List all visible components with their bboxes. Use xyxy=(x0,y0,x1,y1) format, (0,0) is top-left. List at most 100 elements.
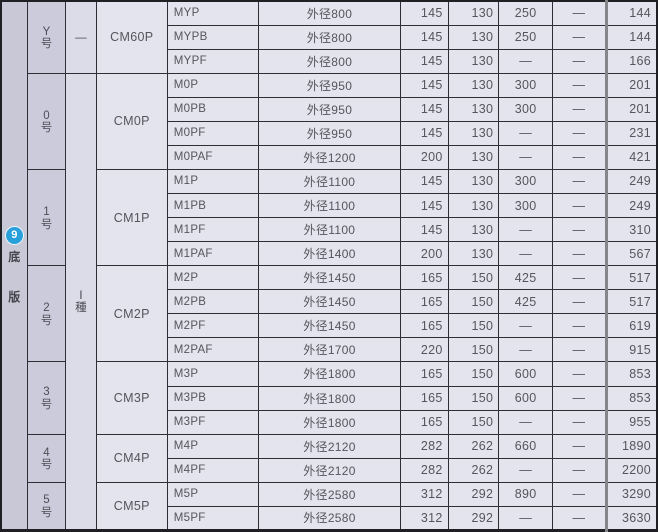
value-cell: 2200 xyxy=(604,457,658,483)
value-cell: 853 xyxy=(604,385,658,411)
table-row: M3PF 外径1800 165 150 — — 955 xyxy=(1,409,658,435)
code-cell: M1P xyxy=(166,168,260,195)
code-cell: M4PF xyxy=(166,457,260,483)
value-cell: 145 xyxy=(399,168,449,195)
value-cell: 165 xyxy=(399,289,449,315)
code-cell: M2P xyxy=(166,265,260,291)
code-cell: M1PF xyxy=(166,217,260,243)
dimension-cell: 外径1100 xyxy=(258,217,401,243)
value-cell: 165 xyxy=(399,409,449,435)
code-cell: M5P xyxy=(166,481,260,507)
value-cell: 145 xyxy=(399,192,449,219)
table-row: M3PB 外径1800 165 150 600 — 853 xyxy=(1,385,658,411)
value-cell: 165 xyxy=(399,361,449,387)
dimension-cell: 外径1100 xyxy=(258,192,401,219)
value-cell: — xyxy=(552,144,607,170)
code-cell: M0PAF xyxy=(166,144,260,170)
value-cell: — xyxy=(498,409,553,435)
value-cell: 165 xyxy=(399,385,449,411)
table-row: M1PB 外径1100 145 130 300 — 249 xyxy=(1,192,658,219)
value-cell: 145 xyxy=(399,96,449,122)
code-cell: M0P xyxy=(166,72,260,98)
table-row: MYPB 外径800 145 130 250 — 144 xyxy=(1,24,658,50)
value-cell: 282 xyxy=(399,457,449,483)
value-cell: 144 xyxy=(604,24,658,50)
dimension-cell: 外径800 xyxy=(258,24,401,50)
value-cell: 145 xyxy=(399,48,449,74)
value-cell: 130 xyxy=(447,168,500,195)
value-cell: 150 xyxy=(447,313,500,339)
value-cell: — xyxy=(498,120,553,146)
value-cell: 130 xyxy=(447,72,500,98)
value-cell: — xyxy=(552,409,607,435)
value-cell: 150 xyxy=(447,265,500,291)
value-cell: 200 xyxy=(399,144,449,170)
value-cell: 955 xyxy=(604,409,658,435)
value-cell: 300 xyxy=(498,96,553,122)
model-cell: CM4P xyxy=(95,433,168,483)
value-cell: 421 xyxy=(604,144,658,170)
value-cell: — xyxy=(498,241,553,267)
dimension-cell: 外径2580 xyxy=(258,505,401,532)
value-cell: 425 xyxy=(498,289,553,315)
code-cell: MYPB xyxy=(166,24,260,50)
value-cell: 200 xyxy=(399,241,449,267)
value-cell: — xyxy=(552,505,607,532)
model-cell: CM1P xyxy=(95,168,168,267)
table-row: MYPF 外径800 145 130 — — 166 xyxy=(1,48,658,74)
value-cell: 166 xyxy=(604,48,658,74)
dimension-cell: 外径1800 xyxy=(258,361,401,387)
grade-cell: — xyxy=(65,0,97,74)
value-cell: — xyxy=(552,217,607,243)
value-cell: — xyxy=(498,505,553,532)
value-cell: — xyxy=(552,24,607,50)
value-cell: 282 xyxy=(399,433,449,459)
value-cell: — xyxy=(552,313,607,339)
value-cell: 660 xyxy=(498,433,553,459)
value-cell: 600 xyxy=(498,385,553,411)
value-cell: 249 xyxy=(604,168,658,195)
model-cell: CM5P xyxy=(95,481,168,532)
value-cell: — xyxy=(552,96,607,122)
value-cell: 150 xyxy=(447,361,500,387)
value-cell: 3290 xyxy=(604,481,658,507)
model-cell: CM60P xyxy=(95,0,168,74)
value-cell: 517 xyxy=(604,289,658,315)
dimension-cell: 外径950 xyxy=(258,120,401,146)
dimension-cell: 外径1450 xyxy=(258,265,401,291)
code-cell: M1PAF xyxy=(166,241,260,267)
value-cell: 250 xyxy=(498,24,553,50)
dimension-cell: 外径2580 xyxy=(258,481,401,507)
value-cell: 130 xyxy=(447,120,500,146)
value-cell: 130 xyxy=(447,241,500,267)
dimension-cell: 外径1450 xyxy=(258,313,401,339)
value-cell: 3630 xyxy=(604,505,658,532)
value-cell: 130 xyxy=(447,96,500,122)
value-cell: 915 xyxy=(604,337,658,363)
dimension-cell: 外径1450 xyxy=(258,289,401,315)
dimension-cell: 外径950 xyxy=(258,72,401,98)
value-cell: 150 xyxy=(447,337,500,363)
table-row: M1PAF 外径1400 200 130 — — 567 xyxy=(1,241,658,267)
code-cell: MYP xyxy=(166,0,260,26)
table-row: M2PAF 外径1700 220 150 — — 915 xyxy=(1,337,658,363)
table-row: M0PB 外径950 145 130 300 — 201 xyxy=(1,96,658,122)
value-cell: — xyxy=(552,241,607,267)
value-cell: 130 xyxy=(447,192,500,219)
code-cell: M0PF xyxy=(166,120,260,146)
code-cell: M3PB xyxy=(166,385,260,411)
category-cell: 9 底版 xyxy=(0,0,28,531)
value-cell: 145 xyxy=(399,72,449,98)
value-cell: — xyxy=(552,481,607,507)
value-cell: 300 xyxy=(498,192,553,219)
value-cell: — xyxy=(552,48,607,74)
dimension-cell: 外径1400 xyxy=(258,241,401,267)
value-cell: — xyxy=(498,48,553,74)
